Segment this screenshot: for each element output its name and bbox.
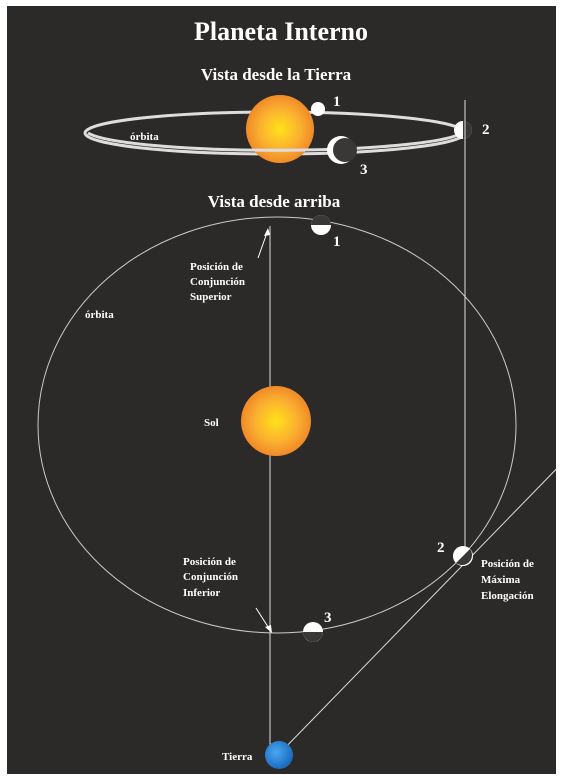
- top-pos-2: 2: [437, 540, 445, 556]
- inf-conj-2: Conjunción: [183, 571, 238, 583]
- top-orbit: [37, 216, 517, 634]
- planet-2-shadow-top: [456, 549, 472, 565]
- side-heading: Vista desde la Tierra: [201, 65, 352, 84]
- top-heading: Vista desde arriba: [208, 192, 341, 211]
- planet-3-shadow-top: [303, 632, 323, 642]
- max-elong-2: Máxima: [481, 574, 521, 586]
- side-pos-2: 2: [482, 122, 490, 138]
- side-orbit-label: órbita: [130, 131, 159, 143]
- inf-arrowhead: [265, 625, 272, 633]
- sup-conj-2: Conjunción: [190, 276, 245, 288]
- inf-conj-3: Inferior: [183, 587, 220, 599]
- planet-1-side: [311, 102, 325, 116]
- max-elong-3: Elongación: [481, 590, 534, 602]
- max-elong-1: Posición de: [481, 558, 534, 570]
- planet-3-shadow: [333, 138, 357, 162]
- top-pos-3: 3: [324, 610, 332, 626]
- title: Planeta Interno: [194, 17, 368, 46]
- inf-conj-1: Posición de: [183, 556, 236, 568]
- planet-1-shadow: [311, 215, 331, 225]
- sun-label: Sol: [204, 417, 219, 429]
- tangent-line: [278, 468, 556, 755]
- sup-conj-1: Posición de: [190, 261, 243, 273]
- side-orbit-front: [87, 131, 463, 152]
- side-pos-3: 3: [360, 162, 368, 178]
- sun: [241, 386, 311, 456]
- side-pos-1: 1: [333, 94, 341, 110]
- earth: [265, 741, 293, 769]
- sup-arrowhead: [264, 228, 270, 236]
- side-sun: [246, 95, 314, 163]
- top-pos-1: 1: [333, 234, 341, 250]
- sup-conj-3: Superior: [190, 291, 232, 303]
- earth-label: Tierra: [222, 751, 253, 763]
- top-orbit-label: órbita: [85, 309, 114, 321]
